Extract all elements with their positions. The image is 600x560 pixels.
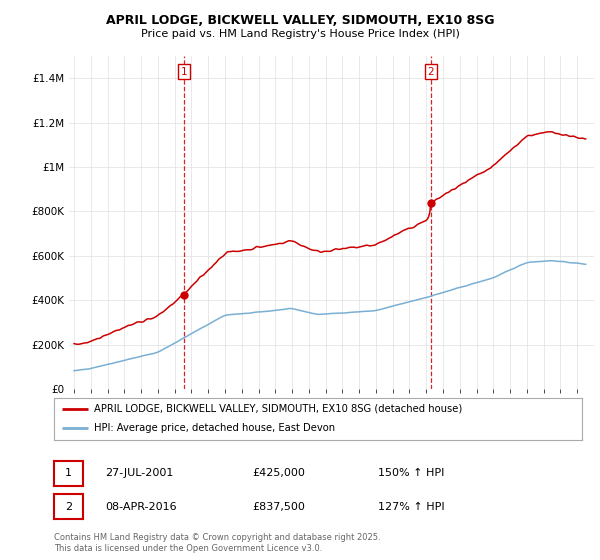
Text: 1: 1 <box>181 67 188 77</box>
Text: 08-APR-2016: 08-APR-2016 <box>105 502 176 512</box>
Text: APRIL LODGE, BICKWELL VALLEY, SIDMOUTH, EX10 8SG (detached house): APRIL LODGE, BICKWELL VALLEY, SIDMOUTH, … <box>94 404 462 414</box>
Text: 1: 1 <box>65 468 72 478</box>
Text: 2: 2 <box>427 67 434 77</box>
Text: 150% ↑ HPI: 150% ↑ HPI <box>378 468 445 478</box>
Text: £425,000: £425,000 <box>252 468 305 478</box>
Text: APRIL LODGE, BICKWELL VALLEY, SIDMOUTH, EX10 8SG: APRIL LODGE, BICKWELL VALLEY, SIDMOUTH, … <box>106 14 494 27</box>
Text: Price paid vs. HM Land Registry's House Price Index (HPI): Price paid vs. HM Land Registry's House … <box>140 29 460 39</box>
Text: 127% ↑ HPI: 127% ↑ HPI <box>378 502 445 512</box>
Text: 2: 2 <box>65 502 72 512</box>
Text: HPI: Average price, detached house, East Devon: HPI: Average price, detached house, East… <box>94 423 335 433</box>
Text: 27-JUL-2001: 27-JUL-2001 <box>105 468 173 478</box>
Text: Contains HM Land Registry data © Crown copyright and database right 2025.
This d: Contains HM Land Registry data © Crown c… <box>54 533 380 553</box>
Text: £837,500: £837,500 <box>252 502 305 512</box>
